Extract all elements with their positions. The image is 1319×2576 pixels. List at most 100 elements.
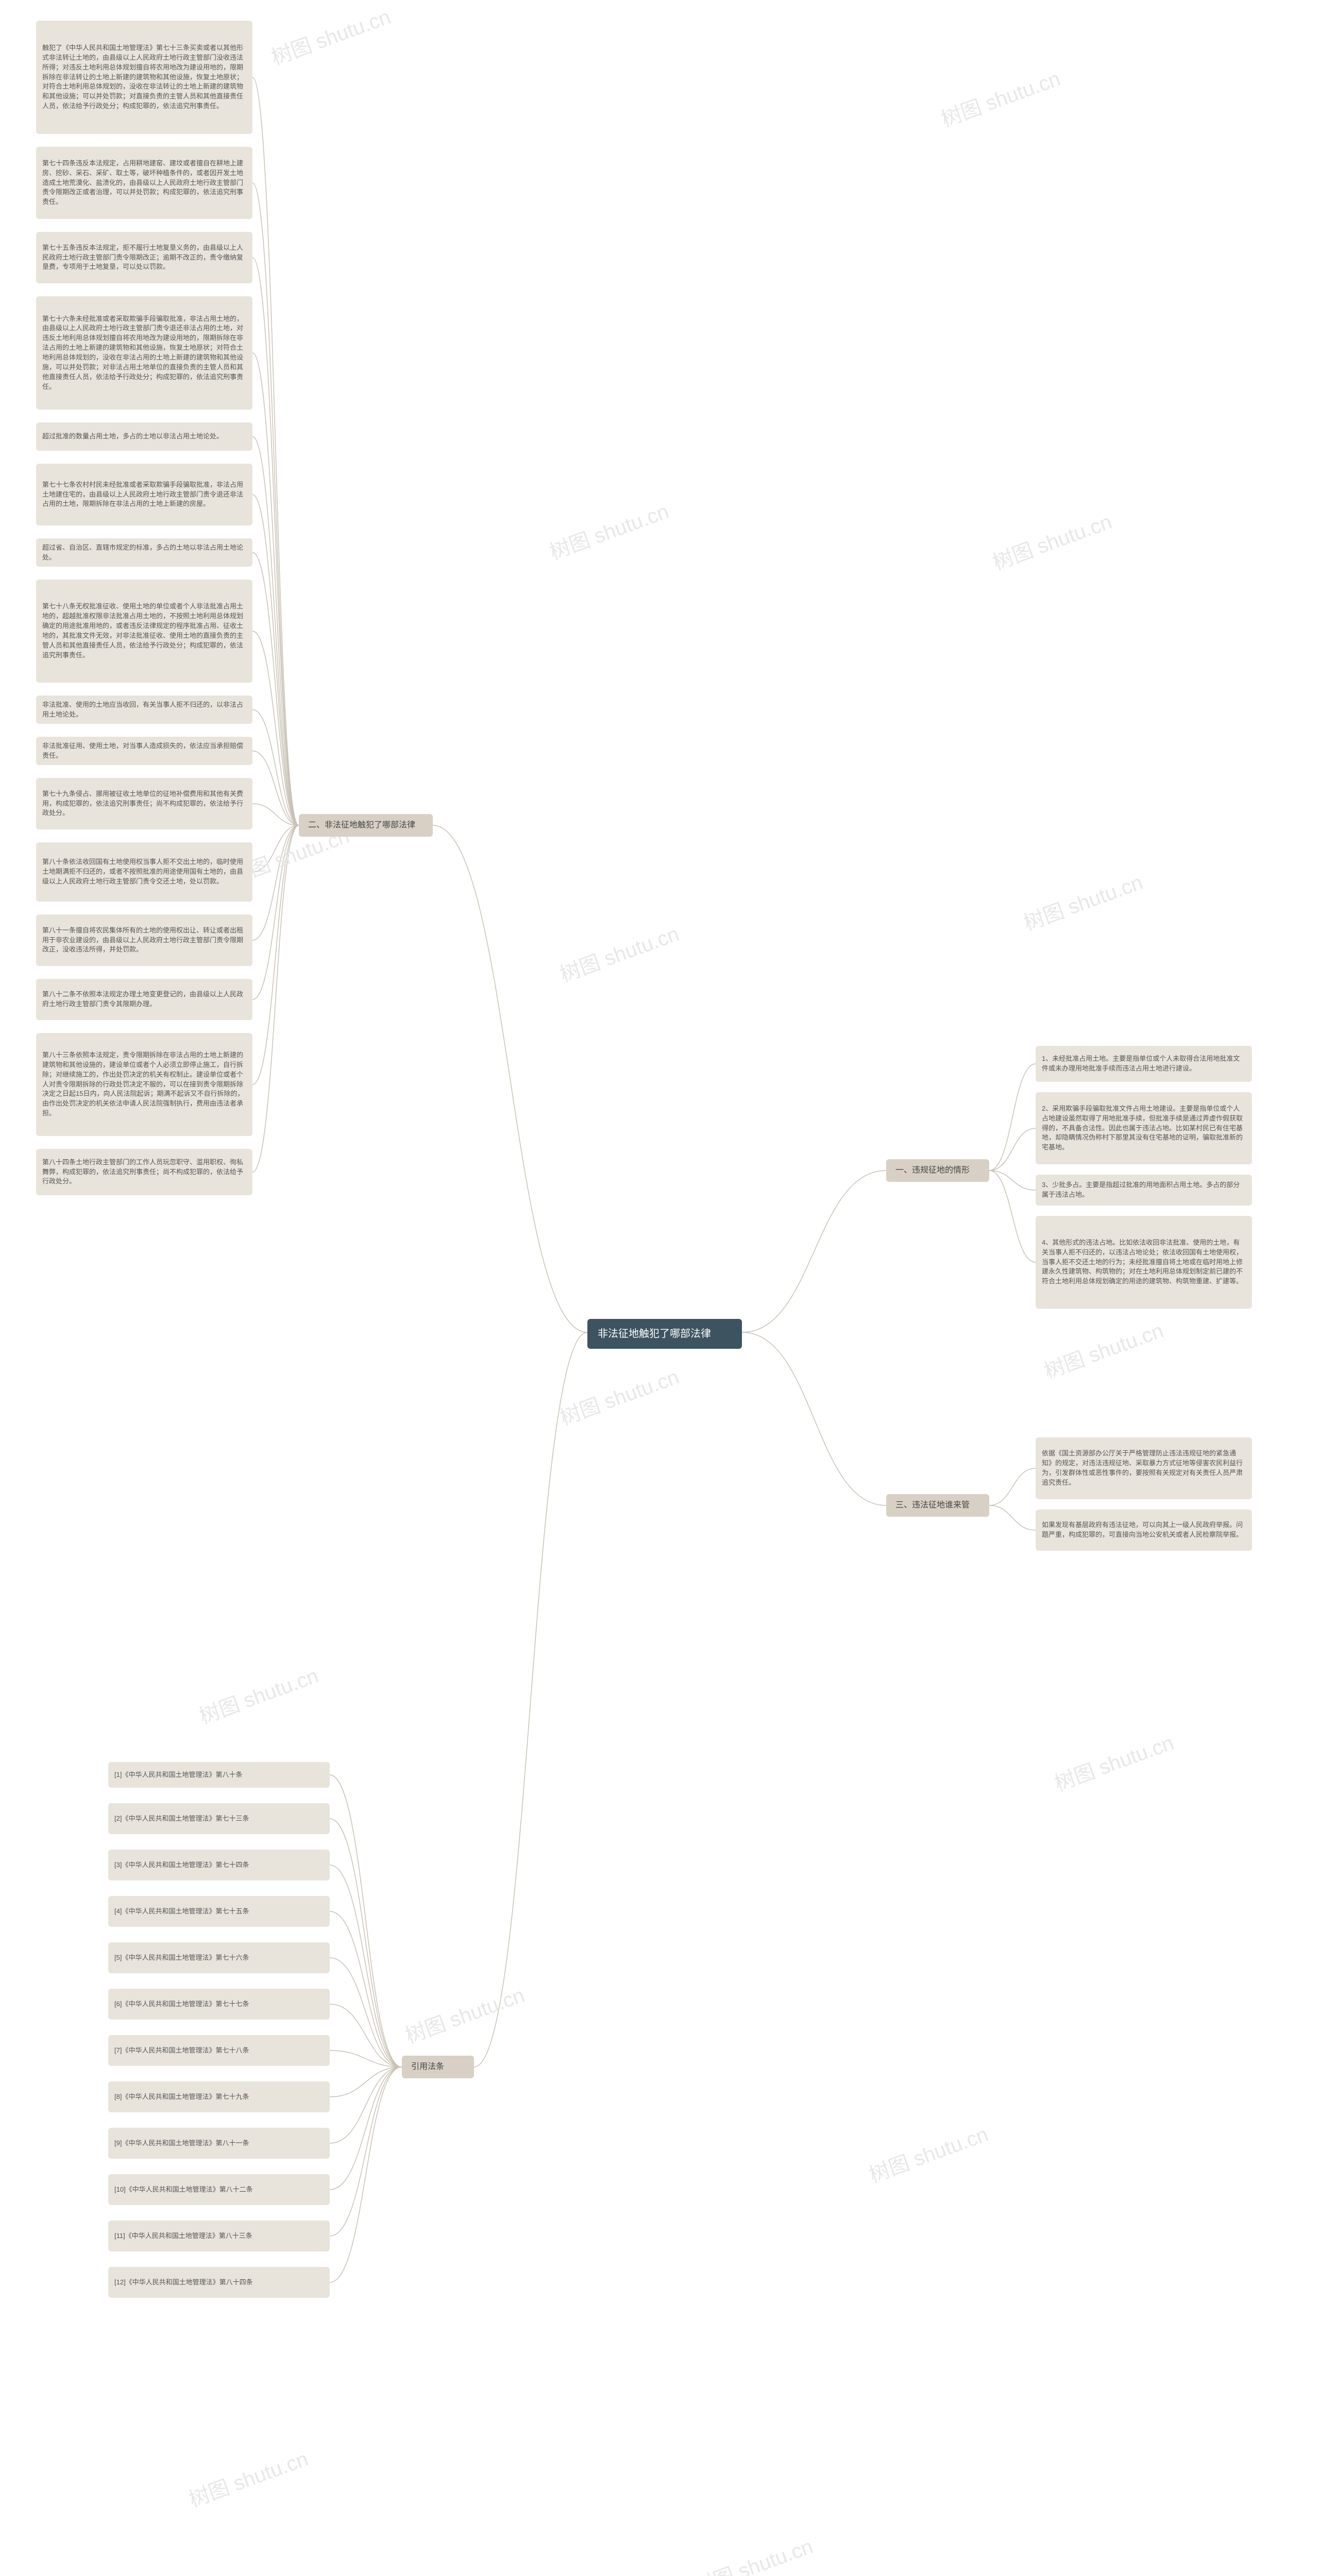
node-label: 2、采用欺骗手段骗取批准文件占用土地建设。主要是指单位或个人占地建设虽然取得了用… xyxy=(1042,1104,1246,1153)
edge xyxy=(252,77,299,825)
node-label: 三、违法征地谁来管 xyxy=(895,1499,970,1512)
edge xyxy=(252,353,299,825)
node-label: 二、非法征地触犯了哪部法律 xyxy=(308,819,415,832)
mindmap-node-b2_4[interactable]: 第七十六条未经批准或者采取欺骗手段骗取批准，非法占用土地的，由县级以上人民政府土… xyxy=(36,296,252,410)
mindmap-node-b1[interactable]: 一、违规征地的情形 xyxy=(886,1159,989,1182)
node-label: 超过批准的数量占用土地，多占的土地以非法占用土地论处。 xyxy=(42,432,223,442)
edge xyxy=(474,1332,587,2067)
node-label: 4、其他形式的违法占地。比如依法收回非法批准、使用的土地，有关当事人拒不归还的，… xyxy=(1042,1238,1246,1286)
node-label: 依据《国土资源部办公厅关于严格管理防止违法违规征地的紧急通知》的规定，对违法违规… xyxy=(1042,1449,1246,1487)
mindmap-node-b3[interactable]: 三、违法征地谁来管 xyxy=(886,1494,989,1517)
mindmap-node-b1_4[interactable]: 4、其他形式的违法占地。比如依法收回非法批准、使用的土地，有关当事人拒不归还的，… xyxy=(1036,1216,1252,1309)
node-label: [5]《中华人民共和国土地管理法》第七十六条 xyxy=(114,1953,249,1963)
mindmap-node-b2_2[interactable]: 第七十四条违反本法规定，占用耕地建窑、建坟或者擅自在耕地上建房、挖砂、采石、采矿… xyxy=(36,147,252,219)
node-label: [11]《中华人民共和国土地管理法》第八十三条 xyxy=(114,2231,252,2241)
mindmap-node-b2_12[interactable]: 第八十条依法收回国有土地使用权当事人拒不交出土地的，临时使用土地期满拒不归还的，… xyxy=(36,842,252,902)
node-label: 如果发现有基层政府有违法征地，可以向其上一级人民政府举报。问题严重，构成犯罪的，… xyxy=(1042,1520,1246,1540)
edge xyxy=(252,437,299,826)
edge xyxy=(989,1468,1036,1505)
mindmap-node-b4_3[interactable]: [3]《中华人民共和国土地管理法》第七十四条 xyxy=(108,1850,330,1880)
node-label: 1、未经批准占用土地。主要是指单位或个人未取得合法用地批准文件或未办理用地批准手… xyxy=(1042,1054,1246,1074)
edge xyxy=(252,710,299,826)
node-label: [8]《中华人民共和国土地管理法》第七十九条 xyxy=(114,2092,249,2102)
mindmap-node-b2[interactable]: 二、非法征地触犯了哪部法律 xyxy=(299,814,433,837)
mindmap-node-b4[interactable]: 引用法条 xyxy=(402,2056,474,2078)
mindmap-node-b4_12[interactable]: [12]《中华人民共和国土地管理法》第八十四条 xyxy=(108,2267,330,2298)
watermark: 树图 shutu.cn xyxy=(689,2530,817,2576)
node-label: 第七十四条违反本法规定，占用耕地建窑、建坟或者擅自在耕地上建房、挖砂、采石、采矿… xyxy=(42,159,246,207)
mindmap-node-b2_8[interactable]: 第七十八条无权批准征收、使用土地的单位或者个人非法批准占用土地的，超越批准权限非… xyxy=(36,580,252,683)
node-label: [6]《中华人民共和国土地管理法》第七十七条 xyxy=(114,1999,249,2009)
mindmap-node-b2_14[interactable]: 第八十二条不依照本法规定办理土地变更登记的，由县级以上人民政府土地行政主管部门责… xyxy=(36,979,252,1020)
node-label: 非法批准征用、使用土地，对当事人造成损失的，依法应当承担赔偿责任。 xyxy=(42,741,246,761)
mindmap-node-b4_10[interactable]: [10]《中华人民共和国土地管理法》第八十二条 xyxy=(108,2174,330,2205)
mindmap-node-b2_7[interactable]: 超过省、自治区、直辖市规定的标准，多占的土地以非法占用土地论处。 xyxy=(36,538,252,567)
watermark: 树图 shutu.cn xyxy=(266,0,394,71)
edge xyxy=(330,1775,402,2067)
edge xyxy=(330,2004,402,2067)
mindmap-node-b4_1[interactable]: [1]《中华人民共和国土地管理法》第八十条 xyxy=(108,1762,330,1788)
node-label: [10]《中华人民共和国土地管理法》第八十二条 xyxy=(114,2185,253,2195)
mindmap-node-b4_7[interactable]: [7]《中华人民共和国土地管理法》第七十八条 xyxy=(108,2035,330,2066)
node-label: 第七十九条侵占、挪用被征收土地单位的征地补偿费用和其他有关费用，构成犯罪的，依法… xyxy=(42,789,246,819)
watermark: 树图 shutu.cn xyxy=(184,2442,312,2513)
node-label: 第七十七条农村村民未经批准或者采取欺骗手段骗取批准，非法占用土地建住宅的，由县级… xyxy=(42,480,246,510)
watermark: 树图 shutu.cn xyxy=(1019,866,1146,936)
mindmap-node-b2_5[interactable]: 超过批准的数量占用土地，多占的土地以非法占用土地论处。 xyxy=(36,422,252,451)
mindmap-node-b4_5[interactable]: [5]《中华人民共和国土地管理法》第七十六条 xyxy=(108,1942,330,1973)
mindmap-node-b2_6[interactable]: 第七十七条农村村民未经批准或者采取欺骗手段骗取批准，非法占用土地建住宅的，由县级… xyxy=(36,464,252,526)
node-label: 第八十四条土地行政主管部门的工作人员玩忽职守、滥用职权、徇私舞弊，构成犯罪的，依… xyxy=(42,1158,246,1187)
watermark: 树图 shutu.cn xyxy=(864,2117,992,2188)
mindmap-node-b2_15[interactable]: 第八十三条依照本法规定，责令限期拆除在非法占用的土地上新建的建筑物和其他设施的，… xyxy=(36,1033,252,1136)
node-label: 非法批准、使用的土地应当收回，有关当事人拒不归还的，以非法占用土地论处。 xyxy=(42,700,246,720)
edge xyxy=(330,2050,402,2067)
edge xyxy=(989,1505,1036,1530)
mindmap-node-b2_13[interactable]: 第八十一条擅自将农民集体所有的土地的使用权出让、转让或者出租用于非农业建设的，由… xyxy=(36,914,252,966)
mindmap-node-b4_9[interactable]: [9]《中华人民共和国土地管理法》第八十一条 xyxy=(108,2128,330,2159)
edge xyxy=(252,825,299,940)
node-label: 超过省、自治区、直辖市规定的标准，多占的土地以非法占用土地论处。 xyxy=(42,543,246,563)
mindmap-node-b3_2[interactable]: 如果发现有基层政府有违法征地，可以向其上一级人民政府举报。问题严重，构成犯罪的，… xyxy=(1036,1510,1252,1551)
node-label: 第八十一条擅自将农民集体所有的土地的使用权出让、转让或者出租用于非农业建设的，由… xyxy=(42,926,246,955)
watermark: 树图 shutu.cn xyxy=(194,1659,322,1730)
mindmap-node-b4_2[interactable]: [2]《中华人民共和国土地管理法》第七十三条 xyxy=(108,1803,330,1834)
node-label: [1]《中华人民共和国土地管理法》第八十条 xyxy=(114,1770,242,1780)
watermark: 树图 shutu.cn xyxy=(400,1978,528,2049)
node-label: 第八十三条依照本法规定，责令限期拆除在非法占用的土地上新建的建筑物和其他设施的，… xyxy=(42,1050,246,1118)
mindmap-node-b4_8[interactable]: [8]《中华人民共和国土地管理法》第七十九条 xyxy=(108,2081,330,2112)
node-label: 第七十六条未经批准或者采取欺骗手段骗取批准，非法占用土地的，由县级以上人民政府土… xyxy=(42,314,246,392)
mindmap-node-b4_6[interactable]: [6]《中华人民共和国土地管理法》第七十七条 xyxy=(108,1989,330,2020)
mindmap-node-b2_9[interactable]: 非法批准、使用的土地应当收回，有关当事人拒不归还的，以非法占用土地论处。 xyxy=(36,696,252,724)
mindmap-node-b2_11[interactable]: 第七十九条侵占、挪用被征收土地单位的征地补偿费用和其他有关费用，构成犯罪的，依法… xyxy=(36,778,252,829)
edge xyxy=(252,258,299,825)
node-label: 第八十条依法收回国有土地使用权当事人拒不交出土地的，临时使用土地期满拒不归还的，… xyxy=(42,857,246,887)
edge xyxy=(252,825,299,1084)
watermark: 树图 shutu.cn xyxy=(1039,1314,1167,1384)
mindmap-node-b4_11[interactable]: [11]《中华人民共和国土地管理法》第八十三条 xyxy=(108,2221,330,2251)
node-label: [7]《中华人民共和国土地管理法》第七十八条 xyxy=(114,2046,249,2056)
mindmap-node-b2_10[interactable]: 非法批准征用、使用土地，对当事人造成损失的，依法应当承担赔偿责任。 xyxy=(36,737,252,765)
mindmap-node-b4_4[interactable]: [4]《中华人民共和国土地管理法》第七十五条 xyxy=(108,1896,330,1927)
node-label: 一、违规征地的情形 xyxy=(895,1164,970,1177)
edge xyxy=(330,1911,402,2067)
mindmap-node-b2_1[interactable]: 触犯了《中华人民共和国土地管理法》第七十三条买卖或者以其他形式非法转让土地的，由… xyxy=(36,21,252,134)
watermark: 树图 shutu.cn xyxy=(988,505,1115,575)
edge xyxy=(330,1958,402,2067)
node-label: 3、少批多占。主要是指超过批准的用地面积占用土地。多占的部分属于违法占地。 xyxy=(1042,1180,1246,1200)
mindmap-node-b3_1[interactable]: 依据《国土资源部办公厅关于严格管理防止违法违规征地的紧急通知》的规定，对违法违规… xyxy=(1036,1437,1252,1499)
mindmap-node-b1_2[interactable]: 2、采用欺骗手段骗取批准文件占用土地建设。主要是指单位或个人占地建设虽然取得了用… xyxy=(1036,1092,1252,1164)
mindmap-node-b1_1[interactable]: 1、未经批准占用土地。主要是指单位或个人未取得合法用地批准文件或未办理用地批准手… xyxy=(1036,1046,1252,1082)
node-label: [12]《中华人民共和国土地管理法》第八十四条 xyxy=(114,2278,253,2287)
mindmap-node-b2_3[interactable]: 第七十五条违反本法规定，拒不履行土地复垦义务的，由县级以上人民政府土地行政主管部… xyxy=(36,232,252,283)
mindmap-node-b2_16[interactable]: 第八十四条土地行政主管部门的工作人员玩忽职守、滥用职权、徇私舞弊，构成犯罪的，依… xyxy=(36,1149,252,1195)
edge xyxy=(330,2067,402,2190)
node-label: [9]《中华人民共和国土地管理法》第八十一条 xyxy=(114,2139,249,2148)
edge xyxy=(252,631,299,825)
edge xyxy=(252,751,299,826)
edge xyxy=(252,553,299,826)
edge xyxy=(330,2067,402,2282)
node-label: [3]《中华人民共和国土地管理法》第七十四条 xyxy=(114,1860,249,1870)
mindmap-node-root[interactable]: 非法征地触犯了哪部法律 xyxy=(587,1319,742,1349)
node-label: [2]《中华人民共和国土地管理法》第七十三条 xyxy=(114,1814,249,1824)
mindmap-node-b1_3[interactable]: 3、少批多占。主要是指超过批准的用地面积占用土地。多占的部分属于违法占地。 xyxy=(1036,1175,1252,1206)
